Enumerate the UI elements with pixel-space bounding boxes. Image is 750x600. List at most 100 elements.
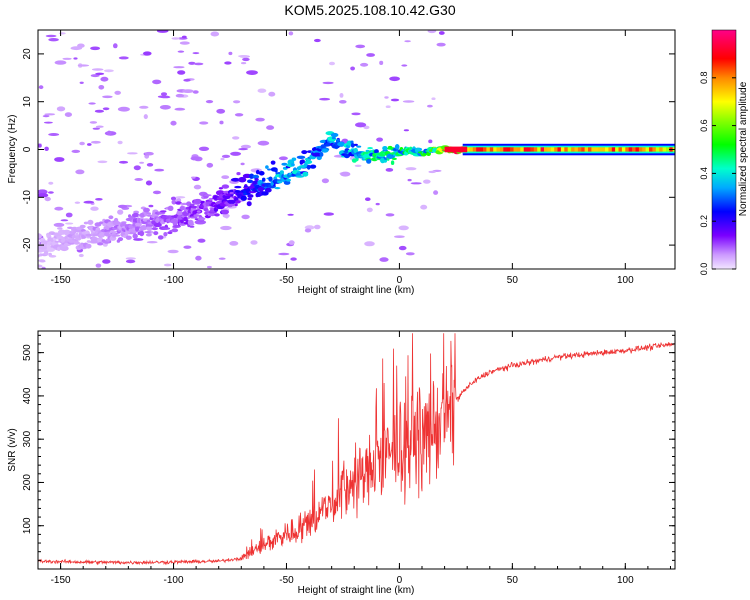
spectral-blob	[152, 79, 162, 85]
x-tick-label: 100	[617, 275, 634, 286]
spectral-blob	[117, 209, 124, 215]
spectral-blob	[390, 160, 395, 165]
spectral-blob	[309, 164, 317, 169]
y-tick-label: 300	[22, 430, 33, 447]
spectral-blob	[87, 143, 92, 146]
spectral-blob	[62, 229, 71, 236]
colorbar-tick-label: 0.2	[699, 215, 709, 228]
spectral-blob	[181, 35, 187, 39]
spectral-blob	[143, 51, 152, 56]
spectral-blob	[70, 46, 83, 51]
carrier-segment	[527, 147, 531, 152]
spectral-blob	[193, 214, 200, 217]
spectral-blob	[196, 210, 201, 213]
colorbar-label: Normalized spectral amplitude	[738, 81, 749, 216]
spectral-blob	[167, 205, 174, 211]
colorbar-gradient	[711, 29, 737, 270]
spectral-blob	[351, 112, 361, 116]
spectral-blob	[428, 170, 437, 174]
spectral-blob	[114, 90, 121, 95]
carrier-segment	[659, 147, 663, 152]
spectral-blob	[367, 147, 373, 150]
spectral-blob	[92, 233, 99, 237]
spectral-blob	[143, 207, 150, 213]
spectral-blob	[112, 221, 122, 226]
spectral-blob	[102, 107, 110, 111]
spectral-blob	[125, 235, 132, 240]
spectral-blob	[157, 235, 164, 240]
spectral-blob	[329, 61, 335, 66]
x-tick-label: -50	[279, 275, 294, 286]
spectral-blob	[71, 149, 81, 153]
spectral-blob	[38, 189, 48, 195]
spectral-blob	[234, 113, 244, 117]
carrier-segment	[544, 147, 548, 152]
spectral-blob	[228, 203, 236, 207]
spectral-blob	[132, 212, 140, 218]
spectral-blob	[192, 90, 199, 94]
carrier-segment	[520, 147, 524, 152]
spectral-blob	[87, 219, 94, 225]
spectral-blob	[222, 213, 230, 218]
carrier-segment	[540, 147, 545, 152]
figure-title: KOM5.2025.108.10.42.G30	[284, 2, 455, 18]
carrier-segment	[513, 147, 518, 152]
spectral-blob	[427, 104, 433, 108]
spectral-blob	[232, 136, 240, 140]
spectral-blob	[160, 210, 167, 213]
spectral-blob	[99, 221, 104, 224]
carrier-segment	[649, 147, 653, 152]
spectral-blob	[170, 196, 177, 201]
carrier-segment	[611, 147, 616, 152]
spectral-blob	[382, 146, 388, 151]
spectral-blob	[238, 176, 247, 183]
x-tick-label: -150	[51, 275, 71, 286]
spectral-blob	[91, 68, 104, 71]
spectral-blob	[44, 146, 49, 151]
spectral-blob	[288, 31, 294, 36]
x-tick-label: 50	[507, 575, 519, 586]
spectral-blob	[43, 250, 49, 256]
spectral-blob	[179, 41, 190, 45]
spectral-blob	[265, 165, 269, 169]
spectral-blob	[195, 255, 202, 261]
spectral-blob	[287, 213, 294, 216]
spectral-blob	[75, 169, 85, 175]
y-tick-label: 400	[22, 387, 33, 404]
spectral-blob	[146, 241, 158, 244]
spectral-blob	[288, 240, 295, 245]
carrier-segment	[628, 147, 633, 152]
spectral-blob	[133, 238, 144, 241]
spectral-blob	[126, 152, 138, 155]
carrier-segment	[550, 147, 555, 152]
carrier-segment	[476, 147, 480, 152]
carrier-segment	[598, 147, 602, 152]
carrier-segment	[642, 147, 646, 152]
spectral-blob	[379, 257, 389, 262]
spectral-blob	[304, 228, 312, 233]
snr-y-label: SNR (v/v)	[7, 428, 18, 471]
carrier-segment	[638, 147, 643, 152]
carrier-segment	[584, 147, 589, 152]
carrier-segment	[581, 147, 585, 152]
carrier-segment	[594, 147, 599, 152]
spectral-blob	[79, 224, 86, 229]
spectral-blob	[257, 88, 267, 93]
spectral-blob	[224, 61, 232, 65]
spectral-blob	[191, 176, 196, 179]
spectral-blob	[117, 106, 130, 112]
spectral-blob	[170, 218, 180, 224]
spectral-blob	[206, 162, 214, 168]
spectral-blob	[174, 107, 186, 111]
spectral-blob	[90, 206, 99, 211]
spectral-blob	[79, 141, 85, 146]
spectral-blob	[144, 231, 152, 234]
spectral-blob	[112, 234, 121, 237]
snr-panel: -150 -100 -50 0 50 100 100 200 300 400 500 Height…	[7, 330, 676, 596]
spectral-blob	[62, 57, 72, 60]
spectral-blob	[221, 184, 230, 189]
carrier-segment	[493, 147, 497, 152]
spectral-blob	[189, 216, 198, 219]
spectral-blob	[208, 213, 217, 217]
spectral-blob	[103, 69, 114, 73]
